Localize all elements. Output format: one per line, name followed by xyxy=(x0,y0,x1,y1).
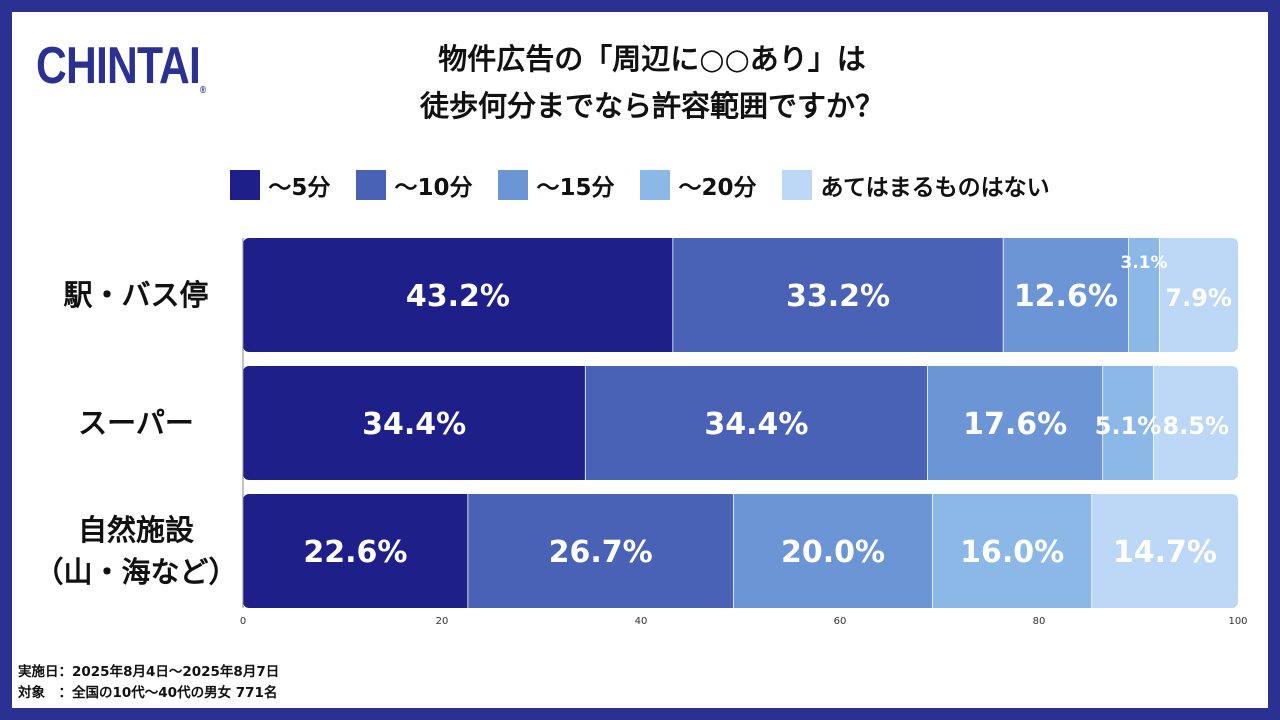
data-label-station-none: 7.9% xyxy=(1165,284,1232,312)
chintai-logo: CHINTAI® xyxy=(36,37,206,96)
bar-supermarket-none xyxy=(1153,366,1238,480)
bar-station-5min xyxy=(243,238,673,352)
data-label-supermarket-none: 8.5% xyxy=(1162,412,1229,440)
title-line-1: 物件広告の「周辺に○○あり」は xyxy=(438,42,866,76)
bar-station-15min xyxy=(1003,238,1129,352)
data-label-station-15min: 12.6% xyxy=(1014,279,1118,314)
bar-supermarket-20min xyxy=(1102,366,1154,480)
data-label-station-5min: 43.2% xyxy=(406,279,510,314)
legend-label-20min: ～20分 xyxy=(678,175,757,201)
title-line-2: 徒歩何分までなら許容範囲ですか？ xyxy=(419,89,884,123)
data-label-nature-15min: 20.0% xyxy=(781,535,885,570)
bar-nature-none xyxy=(1091,494,1238,608)
category-label-nature: 自然施設 （山・海など） xyxy=(34,513,238,589)
bar-nature-15min xyxy=(733,494,933,608)
legend-swatch-10min xyxy=(356,170,387,200)
legend-swatch-5min xyxy=(230,170,261,200)
footnote-target: 対象 ：全国の10代～40代の男女 771名 xyxy=(18,685,278,701)
legend-swatch-20min xyxy=(640,170,671,200)
data-label-supermarket-20min: 5.1% xyxy=(1095,412,1162,440)
x-tick-label: 80 xyxy=(1033,616,1046,627)
bar-station-10min xyxy=(672,238,1004,352)
legend-swatch-none xyxy=(782,170,813,200)
data-label-nature-none: 14.7% xyxy=(1113,535,1217,570)
x-tick-label: 100 xyxy=(1228,616,1247,627)
legend: ～5分 ～10分 ～15分 ～20分 あてはまるものはない xyxy=(12,168,1268,202)
data-label-station-20min: 3.1% xyxy=(1120,253,1167,273)
legend-item-20min: ～20分 xyxy=(640,168,756,202)
bar-station-none xyxy=(1159,238,1238,352)
bar-supermarket-15min xyxy=(927,366,1103,480)
data-label-nature-20min: 16.0% xyxy=(960,535,1064,570)
data-label-station-10min: 33.2% xyxy=(786,279,890,314)
x-tick-label: 40 xyxy=(635,616,648,627)
legend-item-10min: ～10分 xyxy=(356,168,472,202)
legend-item-5min: ～5分 xyxy=(230,168,330,202)
chart-title: 物件広告の「周辺に○○あり」は 徒歩何分までなら許容範囲ですか？ xyxy=(332,36,972,130)
category-label-station: 駅・バス停 xyxy=(63,278,209,312)
legend-label-5min: ～5分 xyxy=(268,175,331,201)
category-label-supermarket: スーパー xyxy=(78,406,194,440)
x-tick-label: 0 xyxy=(240,616,246,627)
x-tick-label: 60 xyxy=(834,616,847,627)
legend-item-none: あてはまるものはない xyxy=(782,168,1050,202)
bar-nature-20min xyxy=(932,494,1092,608)
data-label-supermarket-5min: 34.4% xyxy=(362,407,466,442)
x-tick-label: 20 xyxy=(436,616,449,627)
footnote-date: 実施日：2025年8月4日～2025年8月7日 xyxy=(18,664,280,680)
bar-nature-10min xyxy=(467,494,734,608)
bar-supermarket-10min xyxy=(585,366,928,480)
data-label-supermarket-15min: 17.6% xyxy=(963,407,1067,442)
legend-label-10min: ～10分 xyxy=(394,175,473,201)
legend-item-15min: ～15分 xyxy=(498,168,614,202)
data-label-nature-10min: 26.7% xyxy=(549,535,653,570)
data-label-nature-5min: 22.6% xyxy=(303,535,407,570)
chart-panel: CHINTAI® 物件広告の「周辺に○○あり」は 徒歩何分までなら許容範囲ですか… xyxy=(12,12,1268,708)
data-label-supermarket-10min: 34.4% xyxy=(704,407,808,442)
bar-station-20min xyxy=(1128,238,1160,352)
legend-swatch-15min xyxy=(498,170,529,200)
legend-label-none: あてはまるものはない xyxy=(820,175,1050,201)
bar-nature-5min xyxy=(243,494,468,608)
legend-label-15min: ～15分 xyxy=(536,175,615,201)
bar-supermarket-5min xyxy=(243,366,586,480)
stacked-bar-chart: 43.2% 33.2% 12.6%3.1% 7.9% 34.4% 34.4% 17.6% 5.… xyxy=(240,238,1248,627)
